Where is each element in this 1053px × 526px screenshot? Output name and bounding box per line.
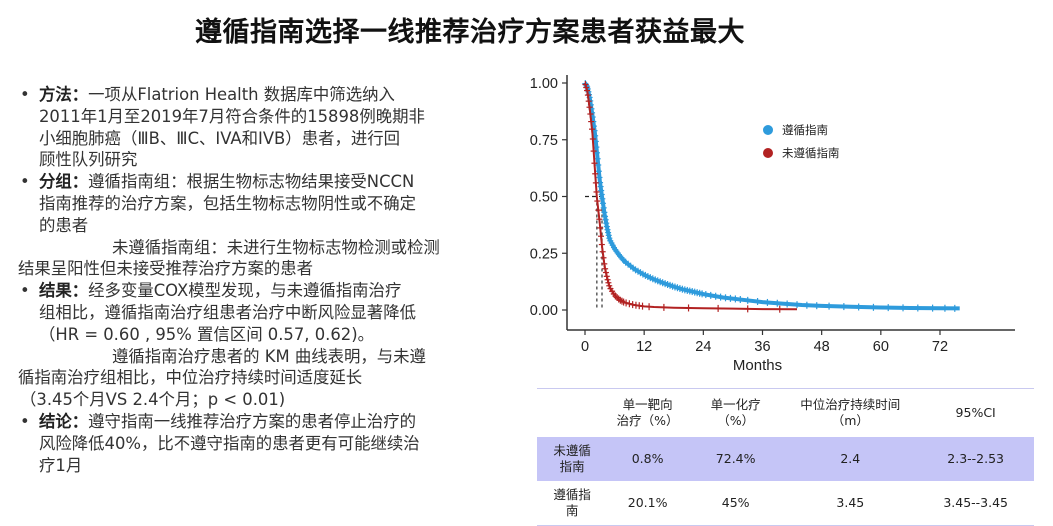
- bullet-label: 方法：: [39, 85, 89, 104]
- table-header-cell: [537, 388, 608, 437]
- page-title: 遵循指南选择一线推荐治疗方案患者获益最大: [195, 17, 745, 48]
- x-tick-label: 72: [932, 339, 948, 355]
- legend-item-nonadherent: 未遵循指南: [763, 141, 840, 164]
- bullet-text: 2011年1月至2019年7月符合条件的15898例晚期非: [39, 106, 425, 126]
- km-chart: 0.00 0.25 0.50 0.75 1.00 0 12 24 36 48 60 72 Months: [520, 65, 1040, 385]
- bullet-text: 遵循指南组：根据生物标志物结果接受NCCN: [88, 172, 415, 192]
- table-cell: 2.3--2.53: [917, 437, 1034, 481]
- km-curve-nonadherent: [584, 82, 798, 311]
- table-cell: 3.45: [783, 481, 918, 526]
- x-axis-label: Months: [733, 357, 782, 374]
- bullet-text: 风险降低40%，比不遵守指南的患者更有可能继续治: [39, 433, 420, 453]
- bullet-text: 结果呈阳性但未接受推荐治疗方案的患者: [18, 259, 314, 279]
- chart-legend: 遵循指南 未遵循指南: [763, 118, 840, 164]
- table-header-cell: 单一化疗 （%）: [688, 388, 784, 437]
- bullet-label: 结果：: [39, 281, 89, 301]
- bullet-text: 疗1月: [39, 455, 83, 475]
- bullet-dot-icon: •: [20, 85, 30, 104]
- bullet-list: • 方法：一项从Flatrion Health 数据库中筛选纳入 2011年1月…: [18, 84, 483, 476]
- table-header-cell: 95%CI: [917, 388, 1034, 437]
- table-row: 未遵循 指南 0.8% 72.4% 2.4 2.3--2.53: [537, 437, 1034, 481]
- table-cell: 72.4%: [688, 437, 784, 481]
- x-tick-label: 48: [814, 339, 830, 355]
- legend-item-adherent: 遵循指南: [763, 118, 840, 141]
- x-tick-label: 12: [636, 339, 652, 355]
- results-table: 单一靶向 治疗（%） 单一化疗 （%） 中位治疗持续时间 （m） 95%CI 未遵循指…: [537, 388, 1034, 526]
- table-cell: 0.8%: [607, 437, 688, 481]
- bullet-text: 的患者: [39, 215, 89, 235]
- table-cell: 3.45--3.45: [917, 481, 1034, 526]
- table-cell: 45%: [688, 481, 784, 526]
- x-tick-label: 36: [754, 339, 770, 355]
- table-cell: 2.4: [783, 437, 918, 481]
- bullet-text: （3.45个月VS 2.4个月；p < 0.01): [20, 390, 286, 410]
- table-header-cell: 中位治疗持续时间 （m）: [783, 388, 918, 437]
- bullet-text: 未遵循指南组：未进行生物标志物检测或检测: [112, 237, 440, 257]
- bullet-text: （HR = 0.60 , 95% 置信区间 0.57, 0.62)。: [39, 324, 374, 344]
- bullet-conclusion: • 结论：遵守指南一线推荐治疗方案的患者停止治疗的 风险降低40%，比不遵守指南…: [18, 411, 483, 476]
- bullet-text: 循指南治疗组相比，中位治疗持续时间适度延长: [18, 368, 363, 388]
- bullet-results: • 结果：经多变量COX模型发现，与未遵循指南治疗 组相比，遵循指南治疗组患者治…: [18, 280, 483, 345]
- bullet-label: 分组：: [39, 172, 89, 192]
- bullet-method: • 方法：一项从Flatrion Health 数据库中筛选纳入 2011年1月…: [18, 84, 483, 171]
- y-tick-label: 0.75: [530, 133, 558, 149]
- bullet-text: 一项从Flatrion Health 数据库中筛选纳入: [88, 85, 395, 104]
- x-tick-label: 24: [695, 339, 711, 355]
- table-cell: 20.1%: [607, 481, 688, 526]
- y-tick-label: 1.00: [530, 76, 558, 92]
- y-tick-label: 0.25: [530, 246, 558, 262]
- bullet-grouping: • 分组：遵循指南组：根据生物标志物结果接受NCCN 指南推荐的治疗方案，包括生…: [18, 171, 483, 236]
- y-tick-label: 0.00: [530, 303, 558, 319]
- bullet-dot-icon: •: [20, 411, 30, 431]
- bullet-text: 小细胞肺癌（ⅢB、ⅢC、IVA和IVB）患者，进行回: [39, 128, 401, 148]
- x-tick-label: 0: [581, 339, 589, 355]
- bullet-text: 遵守指南一线推荐治疗方案的患者停止治疗的: [88, 411, 416, 431]
- bullet-text: 经多变量COX模型发现，与未遵循指南治疗: [88, 281, 402, 301]
- table-header-row: 单一靶向 治疗（%） 单一化疗 （%） 中位治疗持续时间 （m） 95%CI: [537, 388, 1034, 437]
- legend-dot-icon: [763, 147, 773, 158]
- legend-dot-icon: [763, 124, 773, 135]
- bullet-text: 指南推荐的治疗方案，包括生物标志物阴性或不确定: [39, 193, 416, 213]
- bullet-text: 顾性队列研究: [39, 150, 138, 170]
- table-cell: 遵循指南: [537, 481, 608, 526]
- table-row: 遵循指南 20.1% 45% 3.45 3.45--3.45: [537, 481, 1034, 526]
- x-tick-label: 60: [873, 339, 889, 355]
- y-tick-label: 0.50: [530, 190, 558, 206]
- bullet-text: 组相比，遵循指南治疗组患者治疗中断风险显著降低: [39, 302, 416, 322]
- bullet-label: 结论：: [39, 411, 89, 431]
- legend-label: 未遵循指南: [782, 145, 840, 160]
- bullet-text: 遵循指南治疗患者的 KM 曲线表明，与未遵: [112, 346, 426, 366]
- km-chart-svg: 0.00 0.25 0.50 0.75 1.00 0 12 24 36 48 60 72 Months: [530, 75, 1015, 374]
- table-header-cell: 单一靶向 治疗（%）: [607, 388, 688, 437]
- bullet-dot-icon: •: [20, 172, 30, 192]
- table-cell: 未遵循 指南: [537, 437, 608, 481]
- bullet-dot-icon: •: [20, 281, 30, 301]
- legend-label: 遵循指南: [782, 122, 828, 137]
